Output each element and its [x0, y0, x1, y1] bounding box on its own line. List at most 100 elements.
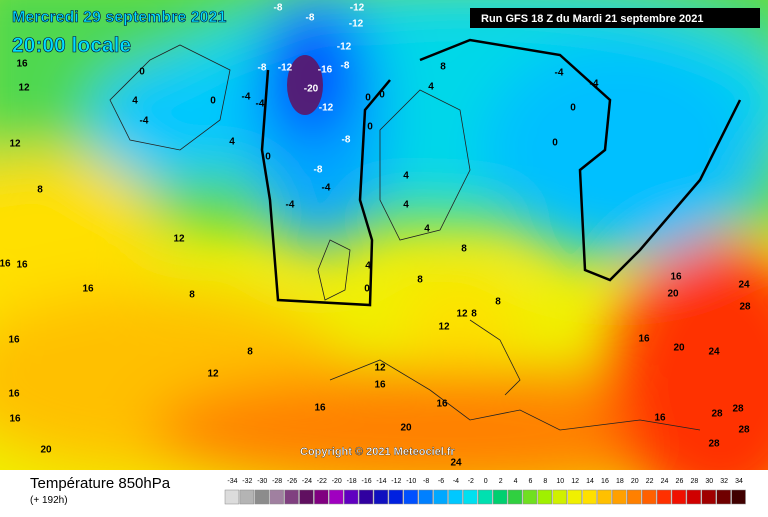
scale-swatch: [314, 489, 329, 505]
contour-label: -8: [274, 3, 283, 14]
contour-label: 20: [400, 423, 412, 434]
contour-label: 28: [738, 425, 750, 436]
scale-label: 32: [720, 478, 728, 485]
scale-swatch: [329, 489, 344, 505]
contour-label: 4: [428, 82, 434, 93]
contour-label: 8: [189, 290, 195, 301]
scale-swatch: [597, 489, 612, 505]
contour-label: 8: [495, 297, 501, 308]
scale-label: 26: [676, 478, 684, 485]
contour-label: -12: [350, 3, 365, 14]
contour-label: -4: [322, 183, 331, 194]
contour-label: 16: [82, 284, 94, 295]
scale-swatch: [492, 489, 508, 505]
zero-isotherm: [260, 38, 742, 307]
scale-label: -24: [302, 478, 312, 485]
scale-label: -16: [361, 478, 371, 485]
contour-label: 16: [436, 399, 448, 410]
contour-label: -12: [337, 42, 352, 53]
contour-label: 24: [450, 458, 462, 469]
contour-label: 0: [365, 93, 371, 104]
contour-label: 20: [667, 289, 679, 300]
scale-label: 34: [735, 478, 743, 485]
scale-swatch: [373, 489, 389, 505]
contour-label: 12: [9, 139, 21, 150]
scale-swatch: [269, 489, 284, 505]
scale-label: -8: [423, 478, 429, 485]
copyright: Copyright © 2021 Meteociel.fr: [300, 446, 456, 458]
contour-labels: -8-8-12-12-12-8-12 -16-20-12-8-4-4004-440…: [0, 3, 751, 469]
contour-label: 16: [8, 335, 20, 346]
contour-label: 4: [424, 224, 430, 235]
contour-label: 16: [670, 272, 682, 283]
scale-label: 8: [543, 478, 547, 485]
scale-label: -18: [347, 478, 357, 485]
scale-swatch: [641, 489, 657, 505]
scale-swatch: [463, 489, 478, 505]
scale-label: 6: [528, 478, 532, 485]
scale-swatch: [299, 489, 314, 505]
run-box: [470, 8, 760, 28]
footer-lead: (+ 192h): [30, 495, 68, 506]
scale-label: -34: [227, 478, 237, 485]
contour-label: 12: [18, 83, 30, 94]
scale-swatch: [224, 489, 240, 505]
scale-label: 14: [586, 478, 594, 485]
contour-label: -8: [342, 135, 351, 146]
contour-label: 28: [732, 404, 744, 415]
scale-swatch: [656, 489, 672, 505]
contour-label: 8: [440, 62, 446, 73]
contour-label: 4: [403, 171, 409, 182]
contour-label: 8: [471, 309, 477, 320]
scale-swatch: [284, 489, 299, 505]
scale-label: 24: [661, 478, 669, 485]
scale-swatch: [716, 489, 731, 505]
contour-label: -4: [590, 79, 599, 90]
scale-swatch: [627, 489, 642, 505]
scale-swatch: [418, 489, 433, 505]
contour-label: -8: [306, 13, 315, 24]
contour-label: -4: [140, 116, 149, 127]
scale-label: 0: [484, 478, 488, 485]
contour-label: 28: [739, 302, 751, 313]
contour-label: -8: [314, 165, 323, 176]
contour-label: 12: [438, 322, 450, 333]
contour-label: 12: [173, 234, 185, 245]
scale-label: -28: [272, 478, 282, 485]
contour-label: 16: [9, 414, 21, 425]
scale-swatch: [686, 489, 702, 505]
contour-label: 16: [638, 334, 650, 345]
scale-swatch: [671, 489, 687, 505]
contour-label: 20: [40, 445, 52, 456]
scale-swatch: [448, 489, 463, 505]
scale-label: 22: [646, 478, 654, 485]
scale-label: 2: [499, 478, 503, 485]
contour-label: 12: [374, 363, 386, 374]
scale-label: -6: [438, 478, 444, 485]
scale-swatch: [522, 489, 538, 505]
contour-label: 12: [456, 309, 468, 320]
contour-label: 0: [139, 67, 145, 78]
scale-swatch: [239, 489, 255, 505]
scale-swatch: [358, 489, 374, 505]
scale-label: 18: [616, 478, 624, 485]
scale-swatch: [567, 489, 582, 505]
contour-label: 16: [314, 403, 326, 414]
scale-swatch: [582, 489, 597, 505]
scale-swatch: [537, 489, 553, 505]
contour-label: 24: [738, 280, 750, 291]
contour-label: 16: [0, 259, 11, 270]
scale-swatch: [478, 489, 493, 505]
scale-swatch: [403, 489, 418, 505]
scale-label: -26: [287, 478, 297, 485]
scale-swatch: [433, 489, 448, 505]
contour-label: 0: [364, 284, 370, 295]
contour-label: 16: [16, 260, 28, 271]
contour-label: -12: [278, 63, 293, 74]
scale-label: -10: [406, 478, 416, 485]
scale-label: 30: [705, 478, 713, 485]
footer-title: Température 850hPa: [30, 475, 171, 492]
contour-label: 8: [461, 244, 467, 255]
